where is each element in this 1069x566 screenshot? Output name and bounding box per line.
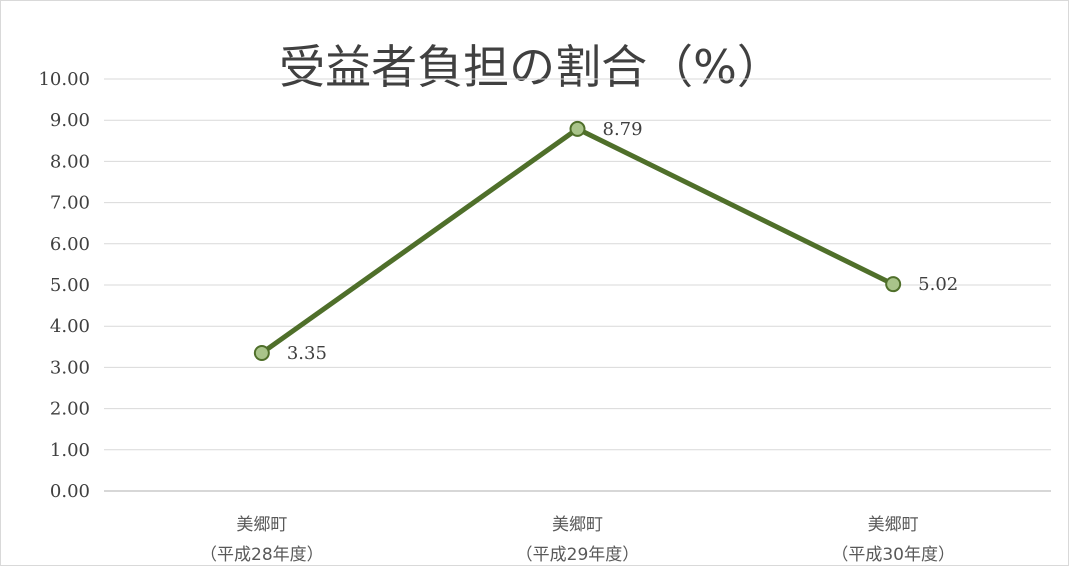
y-tick-label: 3.00 [50, 357, 90, 378]
data-point-marker [569, 120, 586, 137]
y-tick-label: 0.00 [50, 481, 90, 502]
x-category-label: （平成28年度） [200, 545, 324, 565]
data-label: 5.02 [918, 274, 958, 295]
series-group [253, 120, 902, 361]
x-category-label: 美郷町 [552, 515, 603, 535]
data-point-marker [885, 276, 902, 293]
x-category-label: （平成29年度） [516, 545, 640, 565]
data-label: 3.35 [287, 343, 327, 364]
x-category-label: 美郷町 [236, 515, 287, 535]
x-category-label: （平成30年度） [831, 545, 955, 565]
y-tick-label: 1.00 [50, 440, 90, 461]
series-line [259, 126, 896, 356]
gridlines [104, 78, 1051, 492]
y-tick-label: 6.00 [50, 234, 90, 255]
y-tick-label: 9.00 [50, 110, 90, 131]
y-tick-label: 5.00 [50, 275, 90, 296]
data-label: 8.79 [603, 119, 643, 140]
y-tick-label: 8.00 [50, 151, 90, 172]
y-tick-label: 7.00 [50, 193, 90, 214]
y-axis-ticks: 0.00 1.00 2.00 3.00 4.00 5.00 6.00 7.00 8.00 9.00… [38, 69, 90, 502]
chart-title: 受益者負担の割合（%） [279, 40, 783, 94]
y-tick-label: 10.00 [38, 69, 90, 90]
x-category-label: 美郷町 [868, 515, 919, 535]
y-tick-label: 4.00 [50, 316, 90, 337]
data-labels: 3.35 8.79 5.02 [287, 119, 958, 364]
data-point-marker [253, 344, 270, 361]
x-axis-categories: 美郷町 （平成28年度） 美郷町 （平成29年度） 美郷町 （平成30年度） [200, 515, 955, 565]
y-tick-label: 2.00 [50, 399, 90, 420]
